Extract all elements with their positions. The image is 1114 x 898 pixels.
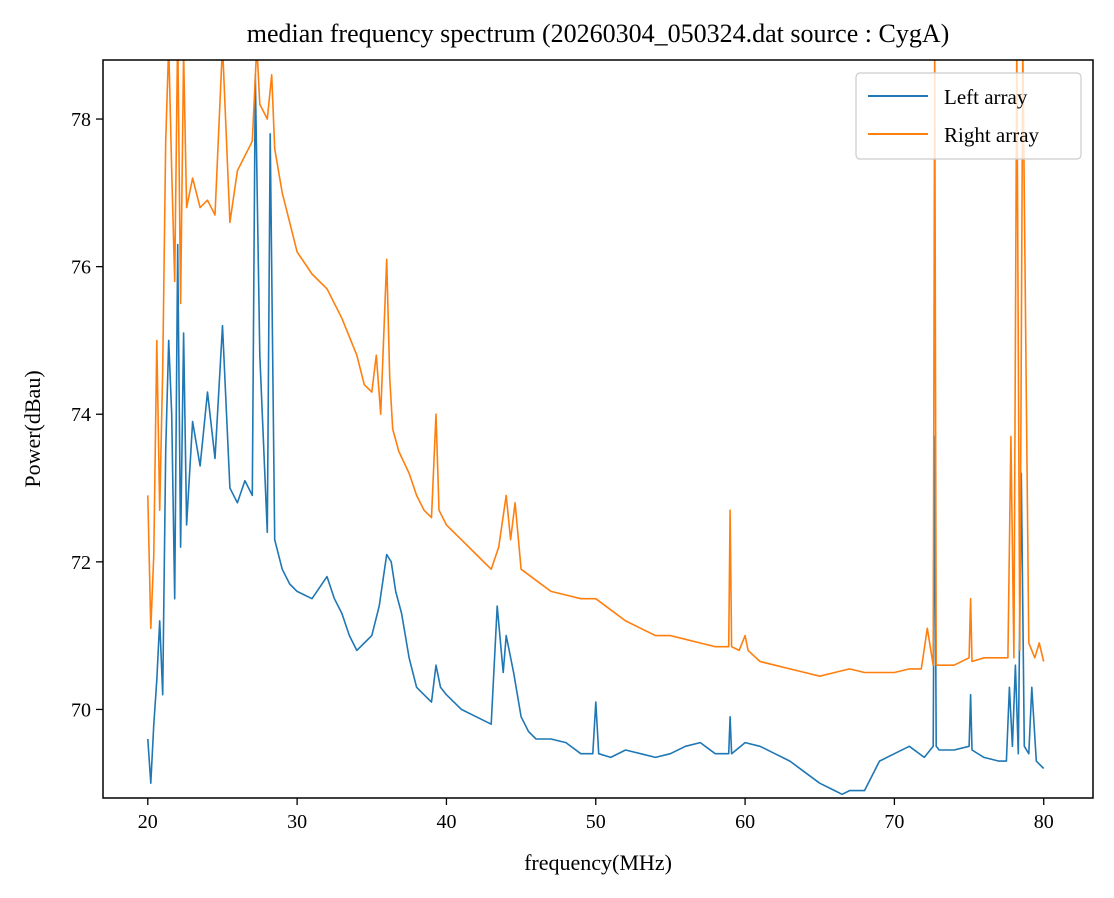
plot-frame	[102, 59, 1094, 799]
x-tick-label: 50	[586, 811, 606, 833]
y-axis-ticks: 70 72 74 76 78	[71, 109, 103, 721]
y-tick-label: 76	[71, 257, 91, 279]
y-tick-label: 78	[71, 109, 91, 131]
y-tick-label: 74	[71, 404, 91, 426]
legend-label-left-array: Left array	[944, 85, 1028, 109]
chart-title: median frequency spectrum (20260304_0503…	[247, 19, 950, 48]
x-tick-label: 20	[138, 811, 158, 833]
x-tick-label: 40	[436, 811, 456, 833]
y-axis-label: Power(dBau)	[20, 370, 45, 487]
x-axis-ticks: 20 30 40 50 60 70 80	[138, 798, 1054, 833]
legend-box	[855, 72, 1082, 160]
legend: Left array Right array	[855, 72, 1082, 160]
legend-label-right-array: Right array	[944, 123, 1040, 147]
x-tick-label: 80	[1034, 811, 1054, 833]
y-tick-label: 72	[71, 552, 91, 574]
x-axis-label: frequency(MHz)	[524, 850, 672, 875]
x-tick-label: 30	[287, 811, 307, 833]
plot-area	[103, 60, 1093, 798]
x-tick-label: 70	[884, 811, 904, 833]
x-tick-label: 60	[735, 811, 755, 833]
y-tick-label: 70	[71, 699, 91, 721]
